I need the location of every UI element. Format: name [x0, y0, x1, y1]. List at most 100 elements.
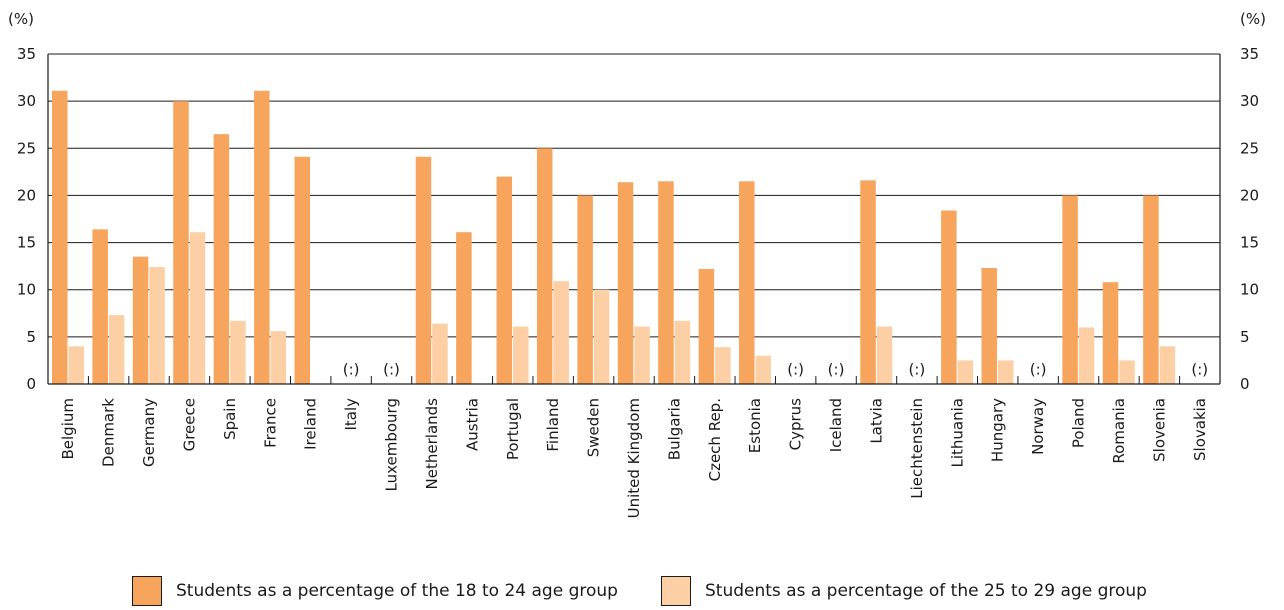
x-category-label: Portugal: [504, 398, 522, 460]
bar-25-29: [998, 360, 1014, 384]
missing-data-label: (:): [909, 361, 926, 379]
bar-18-24: [415, 156, 432, 384]
x-category-label: Italy: [342, 398, 360, 431]
bar-25-29: [1119, 360, 1135, 384]
y-tick-label-right: 30: [1240, 92, 1259, 110]
y-tick-label-left: 15: [17, 234, 36, 252]
x-category-label: Greece: [180, 398, 198, 451]
x-category-label: Poland: [1070, 398, 1088, 448]
x-category-label: Estonia: [746, 398, 764, 453]
legend-item-18-24: Students as a percentage of the 18 to 24…: [132, 576, 618, 606]
bar-18-24: [173, 101, 189, 385]
bar-18-24: [739, 181, 755, 384]
bar-25-29: [189, 232, 206, 384]
bar-18-24: [1143, 195, 1159, 384]
y-tick-label-right: 25: [1240, 139, 1259, 157]
y-tick-label-left: 0: [26, 375, 36, 393]
bar-18-24: [294, 156, 310, 384]
legend-swatch-18-24: [132, 576, 162, 606]
y-tick-label-left: 20: [17, 186, 36, 204]
missing-data-label: (:): [383, 361, 400, 379]
x-category-label: Hungary: [989, 398, 1007, 462]
y-tick-label-right: 5: [1240, 328, 1250, 346]
bar-25-29: [553, 281, 569, 384]
bar-25-29: [634, 326, 650, 384]
x-category-label: United Kingdom: [625, 398, 643, 518]
bar-18-24: [132, 256, 149, 384]
y-tick-label-right: 0: [1240, 375, 1250, 393]
x-category-label: Luxembourg: [383, 398, 401, 492]
x-category-label: Bulgaria: [665, 398, 683, 460]
y-tick-label-right: 15: [1240, 234, 1259, 252]
y-unit-label-left: (%): [8, 10, 34, 28]
bar-25-29: [68, 346, 84, 384]
bar-18-24: [981, 268, 998, 384]
bar-18-24: [1102, 282, 1119, 384]
bar-18-24: [577, 195, 593, 384]
bar-18-24: [496, 176, 513, 384]
bar-18-24: [1062, 195, 1078, 384]
bar-25-29: [715, 347, 731, 384]
bar-25-29: [149, 267, 165, 384]
x-category-label: Netherlands: [423, 398, 441, 490]
y-tick-label-right: 10: [1240, 281, 1259, 299]
missing-data-label: (:): [343, 361, 360, 379]
bar-18-24: [52, 90, 68, 385]
bar-18-24: [658, 181, 674, 384]
x-category-label: Romania: [1110, 398, 1128, 464]
bar-25-29: [674, 320, 691, 384]
bar-25-29: [755, 355, 772, 384]
bar-18-24: [254, 90, 270, 385]
bar-18-24: [92, 229, 108, 384]
y-tick-label-right: 35: [1240, 45, 1259, 63]
x-category-label: Slovenia: [1150, 398, 1168, 462]
bar-18-24: [617, 182, 634, 384]
bar-18-24: [536, 148, 553, 384]
bar-25-29: [1078, 327, 1095, 384]
missing-data-label: (:): [1191, 361, 1208, 379]
bar-25-29: [513, 326, 529, 384]
bar-18-24: [941, 210, 957, 384]
x-category-label: Czech Rep.: [706, 398, 724, 481]
x-category-label: Germany: [140, 398, 158, 467]
bar-25-29: [108, 315, 125, 384]
bar-25-29: [230, 320, 246, 384]
legend-label-18-24: Students as a percentage of the 18 to 24…: [176, 581, 618, 601]
legend-swatch-25-29: [661, 576, 691, 606]
y-tick-label-left: 30: [17, 92, 36, 110]
y-tick-label-left: 25: [17, 139, 36, 157]
bar-18-24: [698, 268, 715, 384]
y-tick-label-left: 35: [17, 45, 36, 63]
x-category-label: Sweden: [585, 398, 603, 457]
x-category-label: Lithuania: [948, 398, 966, 467]
legend-item-25-29: Students as a percentage of the 25 to 29…: [661, 576, 1147, 606]
x-category-label: Finland: [544, 398, 562, 452]
legend-label-25-29: Students as a percentage of the 25 to 29…: [705, 581, 1147, 601]
bar-25-29: [593, 289, 610, 384]
x-category-label: Liechtenstein: [908, 398, 926, 499]
x-category-label: France: [261, 398, 279, 448]
y-tick-label-left: 10: [17, 281, 36, 299]
bar-18-24: [213, 134, 230, 384]
bar-25-29: [270, 331, 287, 384]
x-category-label: Iceland: [827, 398, 845, 452]
x-category-label: Belgium: [59, 398, 77, 460]
bar-25-29: [957, 360, 974, 384]
x-category-label: Denmark: [100, 398, 118, 467]
x-category-label: Norway: [1029, 398, 1047, 455]
x-category-label: Cyprus: [787, 398, 805, 451]
missing-data-label: (:): [787, 361, 804, 379]
bar-18-24: [456, 232, 472, 384]
x-category-label: Ireland: [302, 398, 320, 450]
bar-18-24: [860, 180, 876, 384]
x-category-label: Austria: [463, 398, 481, 451]
y-tick-label-right: 20: [1240, 186, 1259, 204]
x-category-label: Spain: [221, 398, 239, 440]
missing-data-label: (:): [828, 361, 845, 379]
x-category-label: Latvia: [867, 398, 885, 444]
bar-25-29: [432, 323, 448, 384]
bar-25-29: [876, 326, 893, 384]
y-unit-label-right: (%): [1240, 10, 1266, 28]
bar-25-29: [1159, 346, 1176, 384]
